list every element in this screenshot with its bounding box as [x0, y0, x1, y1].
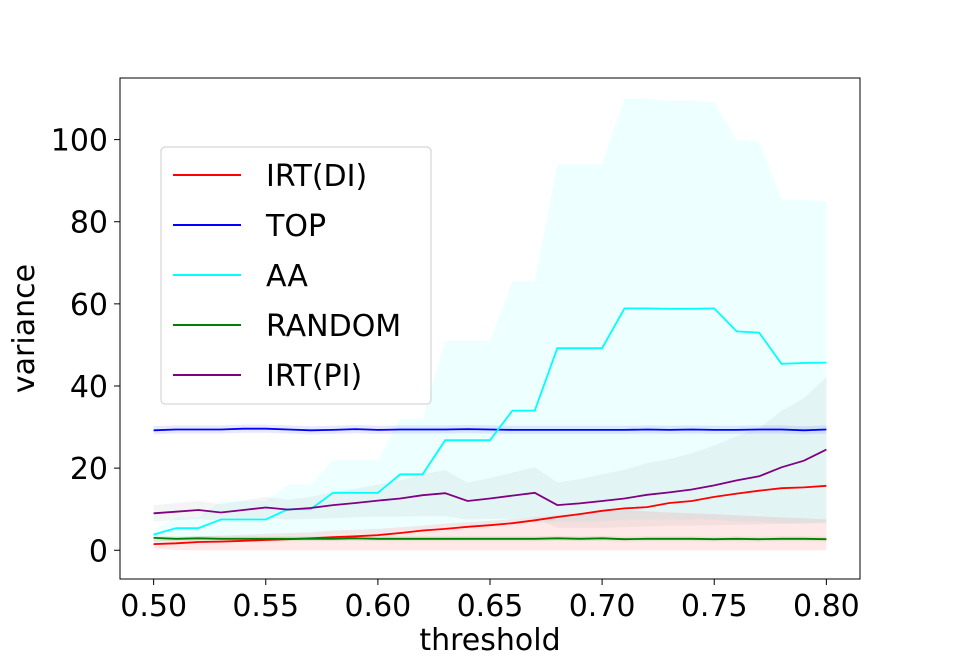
x-tick-label: 0.50: [120, 589, 187, 624]
x-tick-label: 0.75: [681, 589, 748, 624]
y-tick-label: 40: [70, 370, 108, 405]
y-axis: 0 20 40 60 80 100: [51, 124, 120, 569]
band-irt-di: [153, 510, 827, 551]
x-tick-label: 0.70: [569, 589, 636, 624]
x-axis: 0.50 0.55 0.60 0.65 0.70 0.75 0.80: [120, 579, 860, 624]
series-line-irt-pi: [153, 448, 827, 515]
y-axis-label: variance: [7, 264, 42, 393]
x-tick-label: 0.80: [793, 589, 860, 624]
y-tick-label: 0: [89, 534, 108, 569]
series-line-irt-di: [153, 484, 827, 545]
legend-label-random: RANDOM: [266, 309, 401, 344]
x-tick-label: 0.55: [232, 589, 299, 624]
band-aa: [153, 98, 827, 542]
series-line-aa: [153, 307, 827, 536]
legend-label-irt-pi: IRT(PI): [266, 359, 362, 394]
legend-label-irt-di: IRT(DI): [266, 159, 367, 194]
y-tick-label: 100: [51, 124, 108, 159]
band-irt-pi: [153, 377, 827, 528]
legend-label-top: TOP: [265, 209, 326, 244]
legend: IRT(DI) TOP AA RANDOM IRT(PI): [160, 146, 432, 405]
series-lines: [153, 307, 827, 545]
x-tick-label: 0.65: [457, 589, 524, 624]
y-tick-label: 80: [70, 206, 108, 241]
x-axis-label: threshold: [419, 623, 560, 652]
series-line-top: [153, 427, 827, 432]
x-tick-label: 0.60: [344, 589, 411, 624]
legend-frame: [160, 146, 432, 405]
series-line-random: [153, 537, 827, 541]
y-tick-label: 20: [70, 452, 108, 487]
legend-label-aa: AA: [266, 259, 308, 294]
y-tick-label: 60: [70, 288, 108, 323]
